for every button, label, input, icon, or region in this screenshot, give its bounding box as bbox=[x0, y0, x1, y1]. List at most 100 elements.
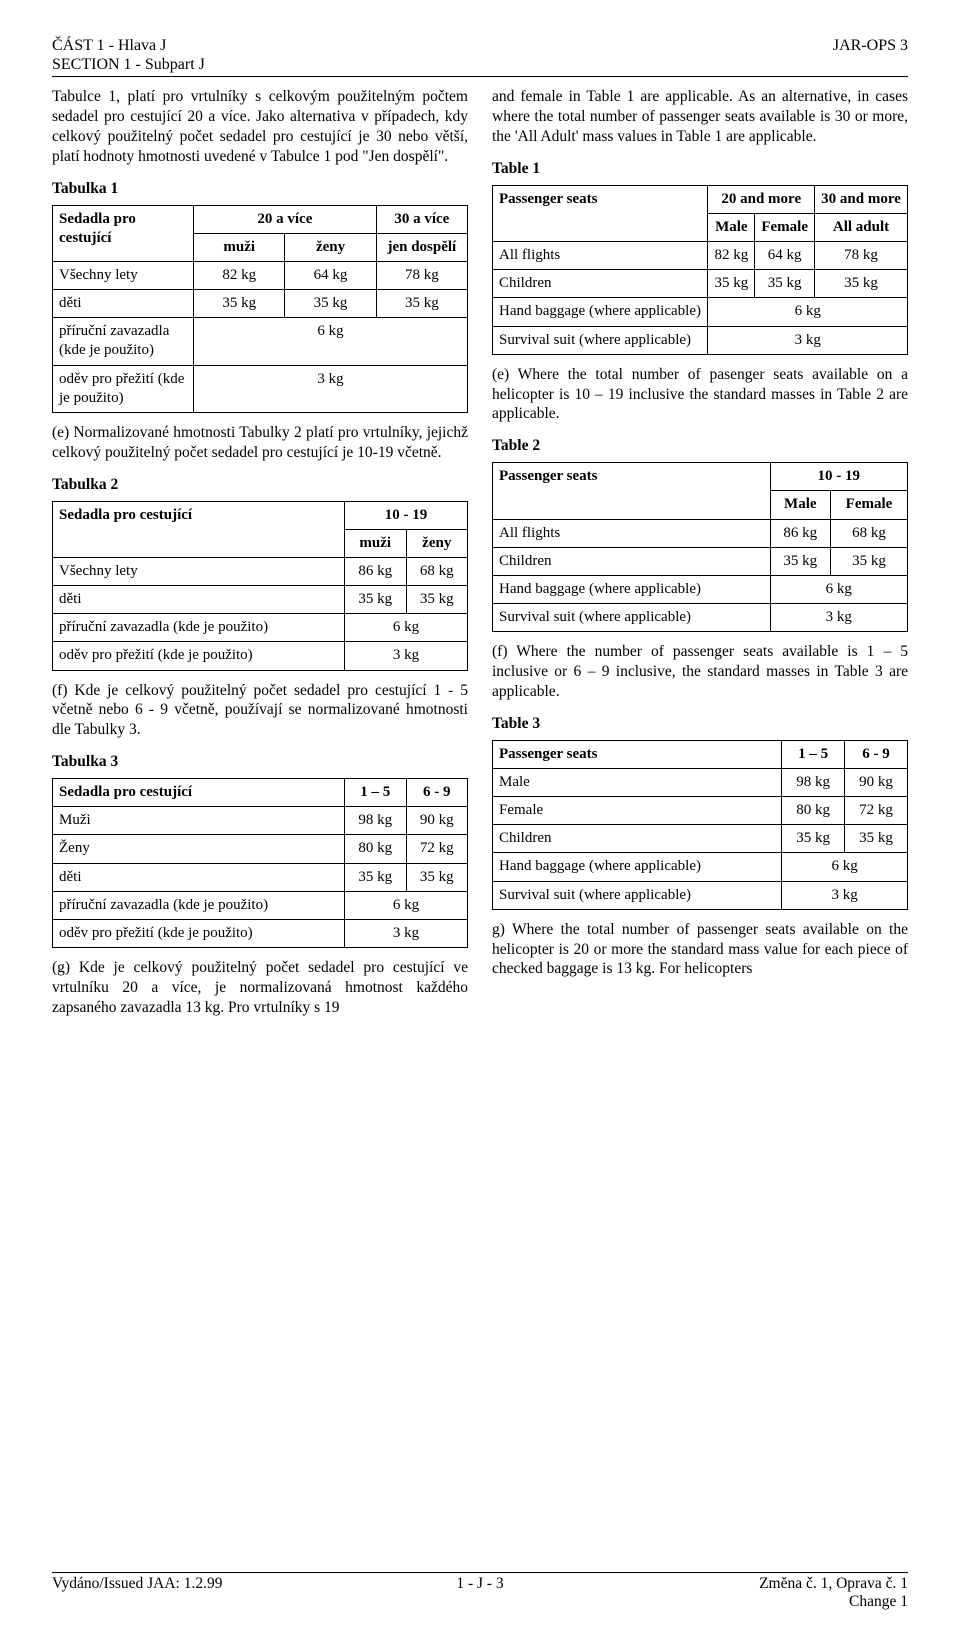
rt1-r2-label: Children bbox=[493, 270, 708, 298]
footer-center: 1 - J - 3 bbox=[456, 1575, 503, 1593]
left-t1-title: Tabulka 1 bbox=[52, 179, 468, 199]
left-t3-title: Tabulka 3 bbox=[52, 752, 468, 772]
t1-sub2: ženy bbox=[285, 233, 376, 261]
rt1-seats-label: Passenger seats bbox=[493, 185, 708, 241]
rt2-r4-val: 3 kg bbox=[770, 604, 907, 632]
left-table2: Sedadla pro cestující 10 - 19 muži ženy … bbox=[52, 501, 468, 671]
left-para-e: (e) Normalizované hmotnosti Tabulky 2 pl… bbox=[52, 423, 468, 463]
t1-seats-label: Sedadla pro cestující bbox=[53, 205, 194, 261]
rt2-r1-0: 86 kg bbox=[770, 519, 830, 547]
t1-sub3: jen dospělí bbox=[376, 233, 467, 261]
left-table1: Sedadla pro cestující 20 a více 30 a víc… bbox=[52, 205, 468, 414]
right-t2-title: Table 2 bbox=[492, 436, 908, 456]
header-left-line1: ČÁST 1 - Hlava J bbox=[52, 37, 166, 54]
rt1-r1-2: 78 kg bbox=[815, 242, 908, 270]
rt2-r2-label: Children bbox=[493, 547, 771, 575]
rt3-r5-val: 3 kg bbox=[782, 881, 908, 909]
t3-r1-0: 98 kg bbox=[345, 807, 406, 835]
right-table2: Passenger seats 10 - 19 Male Female All … bbox=[492, 462, 908, 632]
t3-r3-1: 35 kg bbox=[406, 863, 468, 891]
rt2-r1-label: All flights bbox=[493, 519, 771, 547]
t1-r3-val: 6 kg bbox=[194, 318, 468, 365]
rt3-h2: 6 - 9 bbox=[845, 740, 908, 768]
rt1-r2-0: 35 kg bbox=[708, 270, 755, 298]
rt3-seats-label: Passenger seats bbox=[493, 740, 782, 768]
header-left-line2: SECTION 1 - Subpart J bbox=[52, 56, 205, 73]
rt2-r2-1: 35 kg bbox=[830, 547, 907, 575]
t1-h1: 20 a více bbox=[194, 205, 377, 233]
t2-r1-1: 68 kg bbox=[406, 557, 468, 585]
right-intro: and female in Table 1 are applicable. As… bbox=[492, 87, 908, 146]
rt1-r2-1: 35 kg bbox=[755, 270, 815, 298]
rt3-r4-label: Hand baggage (where applicable) bbox=[493, 853, 782, 881]
t3-seats-label: Sedadla pro cestující bbox=[53, 778, 345, 806]
t3-r5-val: 3 kg bbox=[345, 919, 468, 947]
t2-r2-1: 35 kg bbox=[406, 586, 468, 614]
t3-h1: 1 – 5 bbox=[345, 778, 406, 806]
rt1-h2: 30 and more bbox=[815, 185, 908, 213]
rt2-r4-label: Survival suit (where applicable) bbox=[493, 604, 771, 632]
rt2-sub2: Female bbox=[830, 491, 907, 519]
t3-r4-label: příruční zavazadla (kde je použito) bbox=[53, 891, 345, 919]
t2-r1-0: 86 kg bbox=[345, 557, 406, 585]
t3-r3-0: 35 kg bbox=[345, 863, 406, 891]
rt3-h1: 1 – 5 bbox=[782, 740, 845, 768]
t2-r1-label: Všechny lety bbox=[53, 557, 345, 585]
t2-r2-0: 35 kg bbox=[345, 586, 406, 614]
t1-r1-1: 64 kg bbox=[285, 261, 376, 289]
rt1-sub3: All adult bbox=[815, 213, 908, 241]
rt1-r4-label: Survival suit (where applicable) bbox=[493, 326, 708, 354]
rt1-r3-label: Hand baggage (where applicable) bbox=[493, 298, 708, 326]
t1-r1-2: 78 kg bbox=[376, 261, 467, 289]
t3-r5-label: oděv pro přežití (kde je použito) bbox=[53, 919, 345, 947]
rt1-sub2: Female bbox=[755, 213, 815, 241]
rt1-r1-1: 64 kg bbox=[755, 242, 815, 270]
footer-left: Vydáno/Issued JAA: 1.2.99 bbox=[52, 1575, 223, 1593]
rt3-r2-1: 72 kg bbox=[845, 796, 908, 824]
t2-seats-label: Sedadla pro cestující bbox=[53, 501, 345, 557]
rt2-sub1: Male bbox=[770, 491, 830, 519]
rt3-r1-1: 90 kg bbox=[845, 768, 908, 796]
t1-sub1: muži bbox=[194, 233, 285, 261]
t3-r2-0: 80 kg bbox=[345, 835, 406, 863]
rt3-r3-1: 35 kg bbox=[845, 825, 908, 853]
rt2-r1-1: 68 kg bbox=[830, 519, 907, 547]
t2-sub1: muži bbox=[345, 529, 406, 557]
t3-r2-1: 72 kg bbox=[406, 835, 468, 863]
rt3-r1-label: Male bbox=[493, 768, 782, 796]
t2-sub2: ženy bbox=[406, 529, 468, 557]
t2-r2-label: děti bbox=[53, 586, 345, 614]
page-footer: Vydáno/Issued JAA: 1.2.99 Změna č. 1, Op… bbox=[52, 1572, 908, 1612]
left-table3: Sedadla pro cestující 1 – 5 6 - 9 Muži 9… bbox=[52, 778, 468, 948]
left-para-f: (f) Kde je celkový použitelný počet seda… bbox=[52, 681, 468, 740]
t1-r4-label: oděv pro přežití (kde je použito) bbox=[53, 365, 194, 412]
left-para-g: (g) Kde je celkový použitelný počet seda… bbox=[52, 958, 468, 1017]
t3-h2: 6 - 9 bbox=[406, 778, 468, 806]
rt3-r5-label: Survival suit (where applicable) bbox=[493, 881, 782, 909]
t2-r4-label: oděv pro přežití (kde je použito) bbox=[53, 642, 345, 670]
right-t1-title: Table 1 bbox=[492, 159, 908, 179]
rt3-r2-label: Female bbox=[493, 796, 782, 824]
footer-right1: Změna č. 1, Oprava č. 1 bbox=[759, 1575, 908, 1592]
right-para-e: (e) Where the total number of pasenger s… bbox=[492, 365, 908, 424]
right-t3-title: Table 3 bbox=[492, 714, 908, 734]
rt2-h1: 10 - 19 bbox=[770, 463, 907, 491]
left-intro: Tabulce 1, platí pro vrtulníky s celkový… bbox=[52, 87, 468, 166]
right-table1: Passenger seats 20 and more 30 and more … bbox=[492, 185, 908, 355]
right-para-g: g) Where the total number of passenger s… bbox=[492, 920, 908, 979]
rt3-r4-val: 6 kg bbox=[782, 853, 908, 881]
t3-r4-val: 6 kg bbox=[345, 891, 468, 919]
rt3-r3-0: 35 kg bbox=[782, 825, 845, 853]
rt1-r4-val: 3 kg bbox=[708, 326, 908, 354]
t2-r3-label: příruční zavazadla (kde je použito) bbox=[53, 614, 345, 642]
t2-r3-val: 6 kg bbox=[345, 614, 468, 642]
header-rule bbox=[52, 76, 908, 77]
t2-h1: 10 - 19 bbox=[345, 501, 468, 529]
t1-h2: 30 a více bbox=[376, 205, 467, 233]
t3-r1-1: 90 kg bbox=[406, 807, 468, 835]
rt2-r3-val: 6 kg bbox=[770, 575, 907, 603]
t3-r1-label: Muži bbox=[53, 807, 345, 835]
left-t2-title: Tabulka 2 bbox=[52, 475, 468, 495]
rt3-r3-label: Children bbox=[493, 825, 782, 853]
rt1-r1-0: 82 kg bbox=[708, 242, 755, 270]
